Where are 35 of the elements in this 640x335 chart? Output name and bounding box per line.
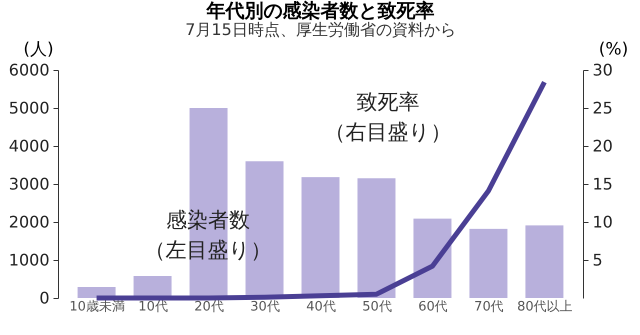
y-tick-label: 2000 [8,212,50,232]
x-tick-label: 70代 [474,300,504,314]
y2-tick-label: 5 [592,250,603,270]
x-tick-label: 80代以上 [517,300,573,314]
y-tick-label: 1000 [8,250,50,270]
y-tick-label: 5000 [8,98,50,118]
annotation: 感染者数 [166,208,250,232]
chart-title: 年代別の感染者数と致死率 [206,0,434,22]
y-tick-label: 0 [39,288,50,308]
x-tick-label: 40代 [306,300,336,314]
x-tick-label: 30代 [250,300,280,314]
bar [413,218,452,298]
y2-tick-label: 10 [592,212,613,232]
y2-tick-label: 30 [592,60,613,80]
x-tick-label: 10代 [138,300,168,314]
annotation: （左目盛り） [144,238,272,262]
y2-tick-label: 20 [592,136,613,156]
annotation: 致死率 [356,90,420,114]
x-tick-label: 10歳未満 [69,300,125,314]
y-tick-label: 6000 [8,60,50,80]
x-tick-label: 20代 [194,300,224,314]
y-tick-label: 3000 [8,174,50,194]
bar [302,177,340,298]
y2-axis-title: (%) [598,40,628,60]
y-tick-label: 4000 [8,136,50,156]
y2-tick-label: 15 [592,174,613,194]
bar [357,178,396,298]
annotation: （右目盛り） [324,120,452,144]
x-tick-label: 50代 [362,300,392,314]
bar [469,228,508,298]
bar [525,225,564,298]
y2-tick-label: 25 [592,98,613,118]
y-axis-title: (人) [23,40,54,60]
chart-subtitle: 7月15日時点、厚生労働省の資料から [185,20,456,39]
x-tick-label: 60代 [418,300,448,314]
